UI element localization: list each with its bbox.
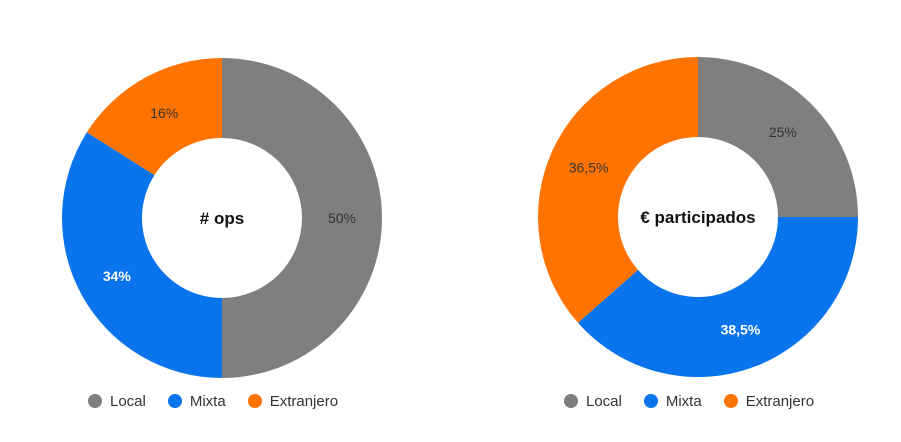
slice-label-extranjero: 16%: [150, 105, 178, 121]
legend-label-mixta: Mixta: [665, 392, 702, 410]
legend-item-local[interactable]: Local: [564, 393, 622, 410]
legend-label-extranjero: Extranjero: [745, 392, 815, 410]
legend-label-mixta: Mixta: [189, 392, 226, 410]
legend-item-extranjero[interactable]: Extranjero: [723, 392, 815, 410]
donut-center-label: € participados: [640, 208, 755, 227]
donut-chart-participados: 25% 38,5% 36,5% € participados: [538, 57, 858, 377]
legend-label-local: Local: [110, 392, 146, 410]
legend-swatch-local: [88, 394, 102, 408]
slice-label-local: 25%: [769, 124, 797, 140]
legend-participados: Local Mixta Extranjero: [564, 390, 836, 412]
slice-local[interactable]: [698, 57, 858, 217]
legend-item-mixta[interactable]: Mixta: [167, 392, 226, 410]
donut-center-label: # ops: [200, 209, 244, 228]
slice-extranjero[interactable]: [86, 57, 222, 176]
legend-swatch-extranjero: [247, 394, 262, 408]
legend-swatch-extranjero: [723, 394, 738, 408]
donut-chart-ops: 50% 34% 16% # ops: [62, 57, 382, 378]
slice-label-extranjero: 36,5%: [569, 160, 609, 176]
legend-item-mixta[interactable]: Mixta: [643, 392, 702, 410]
legend-swatch-mixta: [167, 394, 182, 408]
legend-label-extranjero: Extranjero: [269, 392, 339, 410]
slice-label-local: 50%: [328, 210, 356, 226]
legend-swatch-local: [564, 394, 578, 408]
legend-item-local[interactable]: Local: [88, 393, 146, 410]
slice-label-mixta: 38,5%: [721, 321, 761, 337]
legend-label-local: Local: [586, 392, 622, 410]
slice-mixta[interactable]: [577, 217, 858, 377]
legend-swatch-mixta: [643, 394, 658, 408]
slice-extranjero[interactable]: [538, 57, 698, 323]
slice-local[interactable]: [222, 58, 382, 378]
slice-mixta[interactable]: [62, 132, 223, 378]
legend-ops: Local Mixta Extranjero: [88, 390, 360, 412]
legend-item-extranjero[interactable]: Extranjero: [247, 392, 339, 410]
slice-label-mixta: 34%: [103, 268, 132, 284]
